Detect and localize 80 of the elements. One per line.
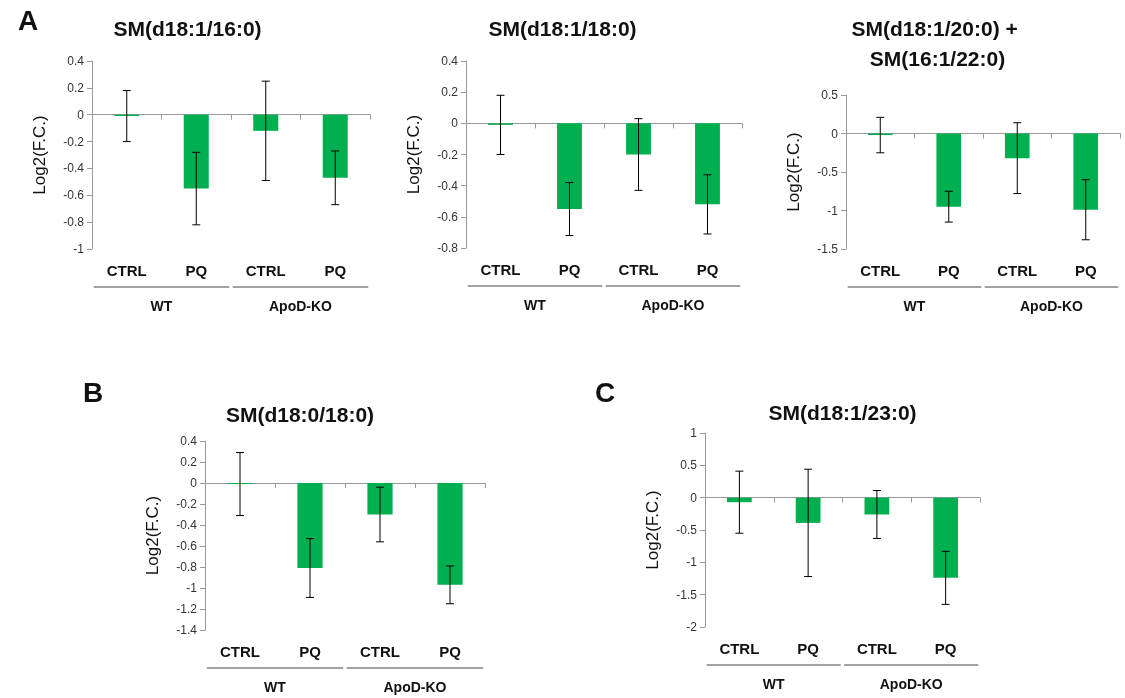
text: WT [762,676,786,692]
text: ApoD-KO [383,679,447,695]
y-tick-label: 0 [690,490,698,505]
y-tick-label: -2 [686,620,698,634]
y-tick-label: -0.2 [437,147,459,162]
y-axis-title: Log2(F.C.) [404,114,423,195]
y-tick-label: -1 [686,555,698,570]
x-tick-label: PQ [558,261,581,278]
x-tick-label: PQ [696,261,719,278]
y-tick-label: -1 [186,581,198,595]
x-tick-label: PQ [324,262,347,279]
y-axis-title: Log2(F.C.) [784,132,803,212]
x-tick-label: CTRL [360,643,400,660]
y-tick-label: 0.2 [441,85,459,100]
text: ApoD-KO [269,298,333,314]
y-tick-label: -0.4 [437,178,459,193]
x-tick-label: CTRL [618,261,659,278]
y-tick-label: -0.4 [176,518,198,532]
y-tick-label: -0.2 [176,497,198,511]
x-tick-label: PQ [299,643,322,660]
y-axis-title: Log2(F.C.) [30,115,49,195]
y-tick-label: -0.8 [176,560,198,574]
text: C [594,376,616,408]
text: WT [264,679,287,695]
x-tick-label: PQ [439,643,462,660]
y-tick-label: -0.8 [437,241,459,255]
x-tick-label: PQ [937,262,960,279]
y-tick-label: 0.4 [67,54,85,68]
x-tick-label: PQ [185,262,208,279]
x-tick-label: CTRL [719,640,760,657]
y-tick-label: -0.6 [176,539,198,553]
text: ApoD-KO [641,297,705,313]
text: ApoD-KO [879,676,943,692]
x-tick-label: CTRL [106,262,147,279]
text: A [17,4,39,36]
x-tick-label: CTRL [860,262,901,279]
y-tick-label: 0.4 [180,434,198,448]
x-tick-label: CTRL [997,262,1038,279]
y-tick-label: 0 [77,107,85,122]
x-tick-label: PQ [934,640,957,657]
y-tick-label: 0.2 [67,80,85,95]
y-tick-label: -1.4 [176,623,198,637]
y-tick-label: -1.5 [676,587,698,602]
y-tick-label: -0.6 [437,209,459,224]
x-tick-label: CTRL [245,262,286,279]
chart-title: SM(d18:1/20:0) + SM(16:1/22:0) [851,16,1024,70]
y-tick-label: 0.5 [821,88,839,102]
chart-title: SM(d18:1/16:0) [113,16,262,40]
y-tick-label: 0 [831,126,839,141]
x-tick-label: PQ [797,640,820,657]
y-tick-label: -0.5 [676,523,698,537]
chart-title: SM(d18:0/18:0) [225,402,375,426]
chart-title: SM(d18:1/23:0) [768,400,917,424]
y-tick-label: 0 [451,116,459,131]
y-tick-label: -1 [73,242,85,256]
text: WT [150,298,173,314]
y-tick-label: -0.8 [63,215,85,230]
y-tick-label: -0.5 [817,165,839,179]
y-tick-label: 0.4 [441,54,459,68]
y-axis-title: Log2(F.C.) [643,490,662,570]
y-tick-label: -0.6 [63,188,85,203]
x-tick-label: CTRL [480,261,521,278]
text: B [82,376,104,408]
x-tick-label: CTRL [220,643,260,660]
text: WT [524,297,547,313]
y-tick-label: 0.2 [180,455,198,469]
y-tick-label: -1.2 [176,602,198,616]
y-tick-label: -1.5 [817,242,839,256]
y-tick-label: 0 [190,476,198,490]
x-tick-label: PQ [1074,262,1097,279]
text: WT [903,298,926,314]
y-tick-label: -0.2 [63,134,85,149]
x-tick-label: CTRL [856,640,897,657]
chart-title: SM(d18:1/18:0) [488,16,637,40]
y-tick-label: 0.5 [680,458,698,473]
y-tick-label: -0.4 [63,161,85,176]
y-tick-label: 1 [690,426,698,440]
y-tick-label: -1 [827,203,839,218]
text: ApoD-KO [1020,298,1084,314]
y-axis-title: Log2(F.C.) [143,495,162,576]
